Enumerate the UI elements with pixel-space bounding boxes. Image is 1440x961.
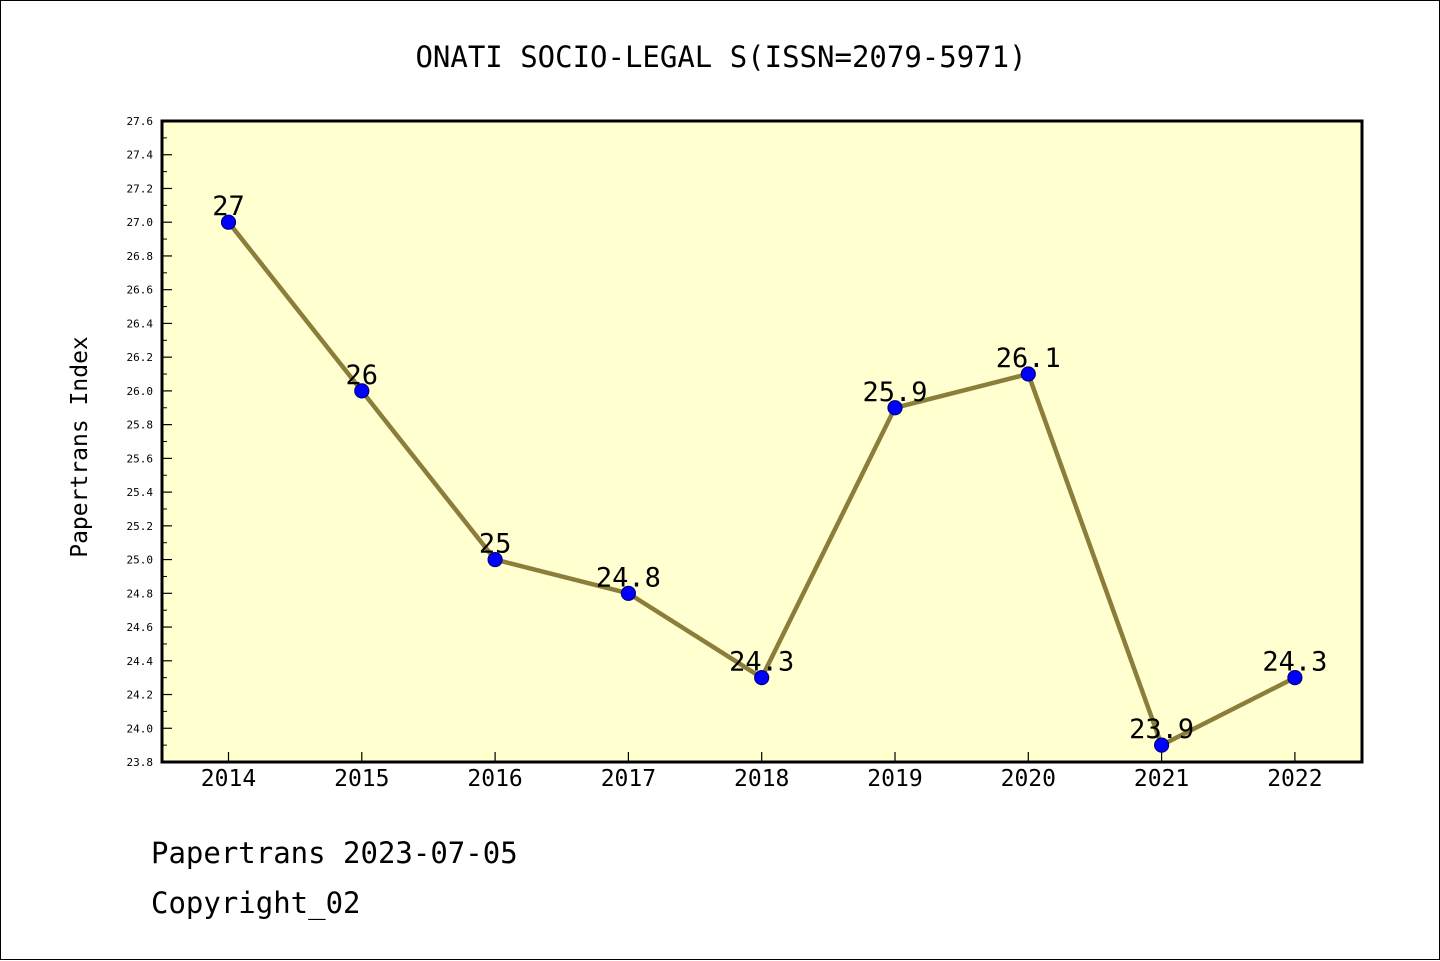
y-tick-label: 26.0 bbox=[127, 385, 154, 398]
footer-date: Papertrans 2023-07-05 bbox=[151, 836, 518, 870]
y-tick-label: 27.2 bbox=[127, 182, 154, 195]
data-label: 25 bbox=[479, 529, 512, 560]
y-tick-label: 24.2 bbox=[127, 689, 154, 702]
y-tick-label: 25.0 bbox=[127, 554, 154, 567]
y-tick-label: 25.2 bbox=[127, 520, 154, 533]
x-tick-label: 2016 bbox=[467, 766, 522, 792]
y-tick-label: 25.4 bbox=[127, 486, 154, 499]
x-tick-label: 2018 bbox=[734, 766, 789, 792]
x-tick-label: 2021 bbox=[1134, 766, 1189, 792]
data-label: 23.9 bbox=[1129, 714, 1194, 745]
data-point bbox=[1287, 670, 1303, 686]
y-tick-label: 27.0 bbox=[127, 216, 154, 229]
data-label: 25.9 bbox=[862, 377, 927, 408]
chart-title: ONATI SOCIO-LEGAL S(ISSN=2079-5971) bbox=[415, 40, 1026, 74]
data-point bbox=[354, 383, 370, 399]
data-label: 24.3 bbox=[1262, 647, 1327, 678]
y-tick-label: 27.6 bbox=[127, 115, 154, 128]
y-tick-label: 24.6 bbox=[127, 621, 154, 634]
data-label: 26.1 bbox=[996, 343, 1061, 374]
data-label: 24.8 bbox=[596, 562, 661, 593]
data-point bbox=[754, 670, 770, 686]
data-point bbox=[1020, 366, 1036, 382]
x-tick-label: 2022 bbox=[1267, 766, 1322, 792]
y-tick-label: 25.6 bbox=[127, 452, 154, 465]
data-label: 27 bbox=[212, 191, 245, 222]
plot-area bbox=[160, 119, 1364, 764]
data-point bbox=[887, 400, 903, 416]
y-tick-label: 26.4 bbox=[127, 317, 154, 330]
data-point bbox=[487, 551, 503, 568]
x-tick-label: 2014 bbox=[201, 766, 256, 792]
y-axis-label: Papertrans Index bbox=[67, 336, 93, 558]
y-tick-label: 25.8 bbox=[127, 419, 154, 432]
y-tick-label: 27.4 bbox=[127, 149, 154, 162]
y-tick-label: 23.8 bbox=[127, 756, 154, 769]
y-tick-label: 24.0 bbox=[127, 722, 154, 735]
x-tick-label: 2020 bbox=[1001, 766, 1056, 792]
footer-copyright: Copyright_02 bbox=[151, 886, 361, 920]
y-tick-label: 24.8 bbox=[127, 587, 154, 600]
x-tick-label: 2017 bbox=[601, 766, 656, 792]
data-point bbox=[220, 214, 237, 230]
y-tick-label: 26.2 bbox=[127, 351, 154, 364]
data-point bbox=[620, 585, 637, 601]
y-tick-label: 26.6 bbox=[127, 284, 154, 297]
data-point bbox=[1153, 737, 1170, 753]
data-label: 26 bbox=[346, 360, 379, 391]
y-tick-label: 26.8 bbox=[127, 250, 154, 263]
x-tick-label: 2015 bbox=[334, 766, 389, 792]
x-tick-label: 2019 bbox=[867, 766, 922, 792]
data-label: 24.3 bbox=[729, 647, 794, 678]
y-tick-label: 24.4 bbox=[127, 655, 154, 668]
